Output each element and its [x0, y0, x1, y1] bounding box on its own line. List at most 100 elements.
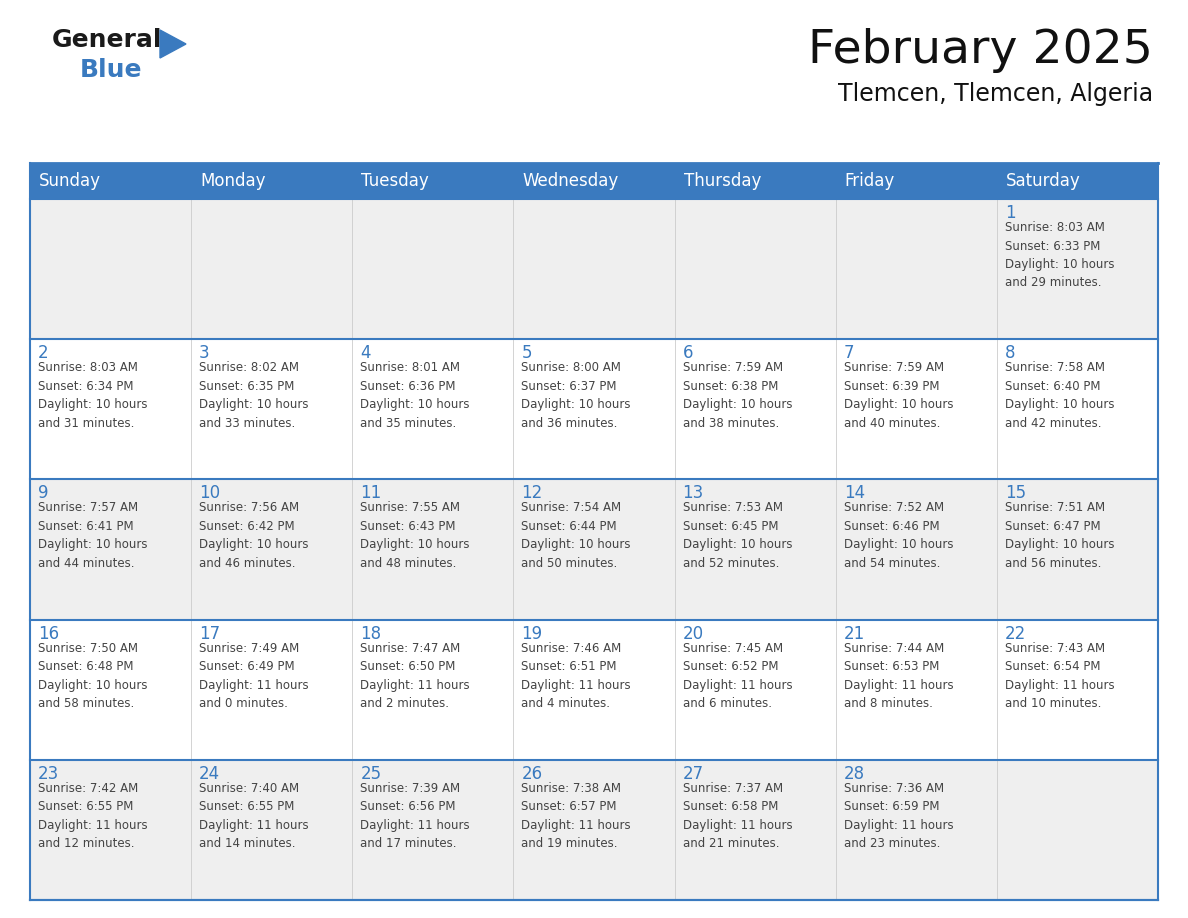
Text: 11: 11: [360, 485, 381, 502]
Text: Sunrise: 7:59 AM
Sunset: 6:39 PM
Daylight: 10 hours
and 40 minutes.: Sunrise: 7:59 AM Sunset: 6:39 PM Dayligh…: [843, 361, 953, 430]
Text: 23: 23: [38, 765, 59, 783]
Bar: [191, 620, 353, 760]
Bar: [30, 199, 191, 339]
Text: 15: 15: [1005, 485, 1026, 502]
Bar: [835, 163, 997, 199]
Text: 25: 25: [360, 765, 381, 783]
Text: Sunrise: 7:38 AM
Sunset: 6:57 PM
Daylight: 11 hours
and 19 minutes.: Sunrise: 7:38 AM Sunset: 6:57 PM Dayligh…: [522, 782, 631, 850]
Text: 22: 22: [1005, 624, 1026, 643]
Text: Friday: Friday: [845, 172, 895, 190]
Bar: [30, 760, 191, 900]
Text: 1: 1: [1005, 204, 1016, 222]
Text: Sunrise: 8:01 AM
Sunset: 6:36 PM
Daylight: 10 hours
and 35 minutes.: Sunrise: 8:01 AM Sunset: 6:36 PM Dayligh…: [360, 361, 469, 430]
Text: Sunrise: 8:03 AM
Sunset: 6:34 PM
Daylight: 10 hours
and 31 minutes.: Sunrise: 8:03 AM Sunset: 6:34 PM Dayligh…: [38, 361, 147, 430]
Text: Sunrise: 7:44 AM
Sunset: 6:53 PM
Daylight: 11 hours
and 8 minutes.: Sunrise: 7:44 AM Sunset: 6:53 PM Dayligh…: [843, 642, 953, 711]
Text: Sunrise: 7:50 AM
Sunset: 6:48 PM
Daylight: 10 hours
and 58 minutes.: Sunrise: 7:50 AM Sunset: 6:48 PM Dayligh…: [38, 642, 147, 711]
Bar: [675, 339, 835, 479]
Bar: [997, 760, 1158, 900]
Bar: [191, 760, 353, 900]
Bar: [835, 339, 997, 479]
Text: Sunrise: 7:51 AM
Sunset: 6:47 PM
Daylight: 10 hours
and 56 minutes.: Sunrise: 7:51 AM Sunset: 6:47 PM Dayligh…: [1005, 501, 1114, 570]
Bar: [513, 479, 675, 620]
Text: 2: 2: [38, 344, 49, 363]
Text: Sunrise: 7:58 AM
Sunset: 6:40 PM
Daylight: 10 hours
and 42 minutes.: Sunrise: 7:58 AM Sunset: 6:40 PM Dayligh…: [1005, 361, 1114, 430]
Bar: [997, 163, 1158, 199]
Text: Blue: Blue: [80, 58, 143, 82]
Bar: [513, 339, 675, 479]
Bar: [997, 339, 1158, 479]
Text: 17: 17: [200, 624, 220, 643]
Bar: [513, 199, 675, 339]
Text: Sunrise: 7:40 AM
Sunset: 6:55 PM
Daylight: 11 hours
and 14 minutes.: Sunrise: 7:40 AM Sunset: 6:55 PM Dayligh…: [200, 782, 309, 850]
Bar: [997, 479, 1158, 620]
Text: Sunrise: 7:42 AM
Sunset: 6:55 PM
Daylight: 11 hours
and 12 minutes.: Sunrise: 7:42 AM Sunset: 6:55 PM Dayligh…: [38, 782, 147, 850]
Bar: [353, 479, 513, 620]
Text: 19: 19: [522, 624, 543, 643]
Text: Sunrise: 7:57 AM
Sunset: 6:41 PM
Daylight: 10 hours
and 44 minutes.: Sunrise: 7:57 AM Sunset: 6:41 PM Dayligh…: [38, 501, 147, 570]
Text: Tuesday: Tuesday: [361, 172, 429, 190]
Text: Sunrise: 7:54 AM
Sunset: 6:44 PM
Daylight: 10 hours
and 50 minutes.: Sunrise: 7:54 AM Sunset: 6:44 PM Dayligh…: [522, 501, 631, 570]
Text: Sunrise: 7:47 AM
Sunset: 6:50 PM
Daylight: 11 hours
and 2 minutes.: Sunrise: 7:47 AM Sunset: 6:50 PM Dayligh…: [360, 642, 470, 711]
Bar: [835, 479, 997, 620]
Text: Sunrise: 7:39 AM
Sunset: 6:56 PM
Daylight: 11 hours
and 17 minutes.: Sunrise: 7:39 AM Sunset: 6:56 PM Dayligh…: [360, 782, 470, 850]
Text: Sunrise: 7:52 AM
Sunset: 6:46 PM
Daylight: 10 hours
and 54 minutes.: Sunrise: 7:52 AM Sunset: 6:46 PM Dayligh…: [843, 501, 953, 570]
Bar: [30, 339, 191, 479]
Text: Saturday: Saturday: [1006, 172, 1081, 190]
Text: 16: 16: [38, 624, 59, 643]
Bar: [191, 339, 353, 479]
Bar: [835, 199, 997, 339]
Text: Sunrise: 7:59 AM
Sunset: 6:38 PM
Daylight: 10 hours
and 38 minutes.: Sunrise: 7:59 AM Sunset: 6:38 PM Dayligh…: [683, 361, 792, 430]
Text: 28: 28: [843, 765, 865, 783]
Text: 8: 8: [1005, 344, 1016, 363]
Bar: [675, 199, 835, 339]
Text: 18: 18: [360, 624, 381, 643]
Text: 7: 7: [843, 344, 854, 363]
Bar: [191, 479, 353, 620]
Bar: [353, 163, 513, 199]
Bar: [513, 163, 675, 199]
Bar: [835, 760, 997, 900]
Bar: [513, 620, 675, 760]
Text: February 2025: February 2025: [808, 28, 1154, 73]
Text: Sunday: Sunday: [39, 172, 101, 190]
Text: Tlemcen, Tlemcen, Algeria: Tlemcen, Tlemcen, Algeria: [838, 82, 1154, 106]
Bar: [997, 199, 1158, 339]
Text: 20: 20: [683, 624, 703, 643]
Text: Sunrise: 7:53 AM
Sunset: 6:45 PM
Daylight: 10 hours
and 52 minutes.: Sunrise: 7:53 AM Sunset: 6:45 PM Dayligh…: [683, 501, 792, 570]
Bar: [191, 199, 353, 339]
Text: Sunrise: 7:37 AM
Sunset: 6:58 PM
Daylight: 11 hours
and 21 minutes.: Sunrise: 7:37 AM Sunset: 6:58 PM Dayligh…: [683, 782, 792, 850]
Polygon shape: [160, 30, 187, 58]
Text: 24: 24: [200, 765, 220, 783]
Bar: [30, 163, 191, 199]
Text: General: General: [52, 28, 163, 52]
Text: Sunrise: 8:00 AM
Sunset: 6:37 PM
Daylight: 10 hours
and 36 minutes.: Sunrise: 8:00 AM Sunset: 6:37 PM Dayligh…: [522, 361, 631, 430]
Text: 9: 9: [38, 485, 49, 502]
Bar: [30, 479, 191, 620]
Text: 13: 13: [683, 485, 703, 502]
Bar: [675, 479, 835, 620]
Text: Sunrise: 7:36 AM
Sunset: 6:59 PM
Daylight: 11 hours
and 23 minutes.: Sunrise: 7:36 AM Sunset: 6:59 PM Dayligh…: [843, 782, 953, 850]
Text: Wednesday: Wednesday: [523, 172, 619, 190]
Bar: [675, 620, 835, 760]
Bar: [30, 620, 191, 760]
Text: 27: 27: [683, 765, 703, 783]
Text: Sunrise: 7:43 AM
Sunset: 6:54 PM
Daylight: 11 hours
and 10 minutes.: Sunrise: 7:43 AM Sunset: 6:54 PM Dayligh…: [1005, 642, 1114, 711]
Text: 14: 14: [843, 485, 865, 502]
Text: 10: 10: [200, 485, 220, 502]
Text: Sunrise: 7:46 AM
Sunset: 6:51 PM
Daylight: 11 hours
and 4 minutes.: Sunrise: 7:46 AM Sunset: 6:51 PM Dayligh…: [522, 642, 631, 711]
Text: 5: 5: [522, 344, 532, 363]
Text: 12: 12: [522, 485, 543, 502]
Bar: [513, 760, 675, 900]
Bar: [191, 163, 353, 199]
Text: 6: 6: [683, 344, 693, 363]
Text: Sunrise: 8:03 AM
Sunset: 6:33 PM
Daylight: 10 hours
and 29 minutes.: Sunrise: 8:03 AM Sunset: 6:33 PM Dayligh…: [1005, 221, 1114, 289]
Text: 4: 4: [360, 344, 371, 363]
Text: 26: 26: [522, 765, 543, 783]
Text: Sunrise: 7:56 AM
Sunset: 6:42 PM
Daylight: 10 hours
and 46 minutes.: Sunrise: 7:56 AM Sunset: 6:42 PM Dayligh…: [200, 501, 309, 570]
Text: 21: 21: [843, 624, 865, 643]
Bar: [835, 620, 997, 760]
Text: Sunrise: 7:49 AM
Sunset: 6:49 PM
Daylight: 11 hours
and 0 minutes.: Sunrise: 7:49 AM Sunset: 6:49 PM Dayligh…: [200, 642, 309, 711]
Bar: [675, 760, 835, 900]
Bar: [353, 760, 513, 900]
Text: Monday: Monday: [200, 172, 266, 190]
